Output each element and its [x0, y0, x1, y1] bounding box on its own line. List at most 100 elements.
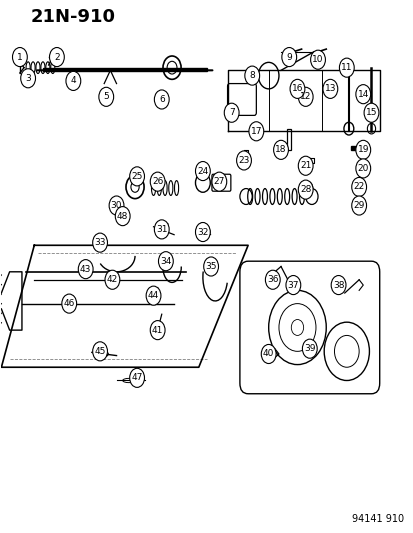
Text: 32: 32 — [197, 228, 208, 237]
Text: 26: 26 — [152, 177, 163, 186]
Circle shape — [248, 122, 263, 141]
Circle shape — [298, 87, 312, 107]
Text: 29: 29 — [353, 201, 364, 210]
Circle shape — [154, 220, 169, 239]
Text: 36: 36 — [266, 275, 278, 284]
Text: 13: 13 — [324, 84, 335, 93]
Circle shape — [93, 233, 107, 252]
Text: 21N-910: 21N-910 — [30, 9, 115, 26]
Bar — [116, 213, 126, 216]
Text: 31: 31 — [156, 225, 167, 234]
Text: 43: 43 — [80, 265, 91, 273]
Circle shape — [93, 342, 107, 361]
Circle shape — [66, 71, 81, 91]
Text: 35: 35 — [205, 262, 216, 271]
Circle shape — [224, 103, 238, 122]
Bar — [43, 68, 206, 71]
Text: 38: 38 — [332, 280, 344, 289]
Circle shape — [301, 339, 316, 358]
Circle shape — [310, 50, 325, 69]
Circle shape — [244, 66, 259, 85]
Text: 33: 33 — [94, 238, 106, 247]
Text: 1: 1 — [17, 53, 23, 62]
Text: 48: 48 — [117, 212, 128, 221]
Circle shape — [351, 196, 366, 215]
Circle shape — [298, 156, 312, 175]
Circle shape — [195, 222, 210, 241]
Text: 39: 39 — [303, 344, 315, 353]
Circle shape — [355, 85, 370, 104]
Text: 25: 25 — [131, 172, 142, 181]
Text: 23: 23 — [238, 156, 249, 165]
Circle shape — [265, 270, 280, 289]
Circle shape — [322, 79, 337, 99]
Circle shape — [129, 368, 144, 387]
Circle shape — [150, 320, 165, 340]
Text: 22: 22 — [353, 182, 364, 191]
Text: 17: 17 — [250, 127, 261, 136]
Text: 9: 9 — [286, 53, 292, 62]
Text: 37: 37 — [287, 280, 298, 289]
Bar — [354, 198, 362, 204]
Circle shape — [109, 196, 123, 215]
Text: 21: 21 — [299, 161, 311, 170]
Text: 12: 12 — [299, 92, 311, 101]
Circle shape — [21, 69, 36, 88]
Circle shape — [203, 257, 218, 276]
Circle shape — [78, 260, 93, 279]
Circle shape — [363, 103, 378, 122]
Circle shape — [351, 177, 366, 197]
Circle shape — [154, 90, 169, 109]
Circle shape — [339, 58, 354, 77]
Circle shape — [273, 140, 288, 159]
Text: 34: 34 — [160, 257, 171, 265]
Bar — [354, 185, 359, 188]
Circle shape — [62, 294, 76, 313]
Circle shape — [211, 172, 226, 191]
Text: 46: 46 — [64, 299, 75, 308]
Circle shape — [50, 47, 64, 67]
Text: 11: 11 — [340, 63, 352, 72]
Circle shape — [195, 161, 210, 181]
Text: 44: 44 — [147, 291, 159, 300]
Text: 41: 41 — [152, 326, 163, 335]
Text: 45: 45 — [94, 347, 105, 356]
Text: 2: 2 — [54, 53, 59, 62]
Text: 28: 28 — [299, 185, 311, 194]
Circle shape — [281, 47, 296, 67]
Text: 19: 19 — [357, 146, 368, 155]
Text: 16: 16 — [291, 84, 302, 93]
Text: 30: 30 — [111, 201, 122, 210]
Circle shape — [355, 159, 370, 178]
Text: 14: 14 — [357, 90, 368, 99]
Circle shape — [261, 344, 275, 364]
Text: 6: 6 — [159, 95, 164, 104]
Circle shape — [115, 207, 130, 225]
Circle shape — [99, 87, 114, 107]
Circle shape — [146, 286, 161, 305]
Circle shape — [236, 151, 251, 170]
Circle shape — [158, 252, 173, 271]
Circle shape — [298, 180, 312, 199]
Circle shape — [330, 276, 345, 295]
Text: 8: 8 — [249, 71, 254, 80]
Text: 42: 42 — [107, 275, 118, 284]
Circle shape — [290, 79, 304, 99]
Text: 10: 10 — [311, 55, 323, 64]
Text: 3: 3 — [25, 74, 31, 83]
Circle shape — [129, 167, 144, 186]
Text: 20: 20 — [357, 164, 368, 173]
Circle shape — [285, 276, 300, 295]
Text: 7: 7 — [228, 108, 234, 117]
Text: 94141 910: 94141 910 — [351, 514, 404, 523]
Text: 5: 5 — [103, 92, 109, 101]
Circle shape — [355, 140, 370, 159]
Bar — [350, 146, 358, 150]
Bar — [287, 128, 291, 150]
Circle shape — [12, 47, 27, 67]
Text: 27: 27 — [213, 177, 225, 186]
Text: 47: 47 — [131, 373, 142, 382]
Circle shape — [105, 270, 119, 289]
Text: 40: 40 — [262, 350, 274, 359]
Circle shape — [150, 172, 165, 191]
